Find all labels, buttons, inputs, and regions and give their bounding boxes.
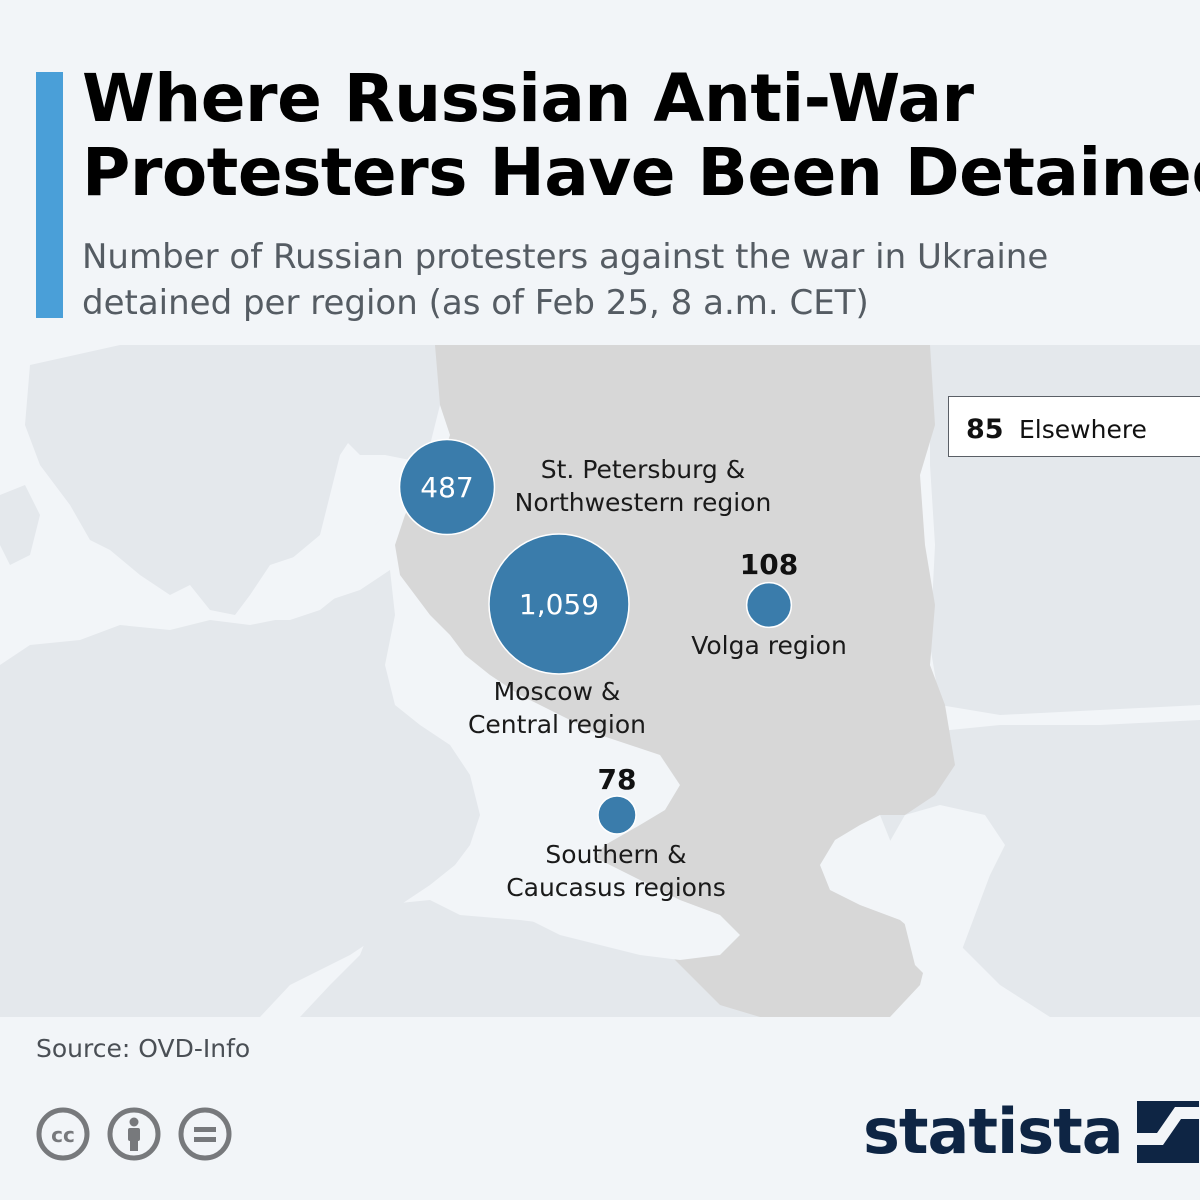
brand-name: statista <box>863 1095 1124 1168</box>
region-value: 108 <box>740 548 798 581</box>
russia-region <box>395 345 955 1017</box>
region-label: St. Petersburg & <box>541 455 745 484</box>
license-icons: cc <box>36 1107 232 1161</box>
region-value: 78 <box>598 763 637 796</box>
elsewhere-value: 85 <box>966 414 1004 445</box>
caspian-sea <box>885 805 1005 985</box>
attribution-icon <box>107 1107 161 1161</box>
elsewhere-label: Elsewhere <box>1019 415 1147 444</box>
subtitle-line-1: Number of Russian protesters against the… <box>82 237 1049 277</box>
source-note: Source: OVD-Info <box>36 1034 251 1063</box>
no-derivatives-icon <box>178 1107 232 1161</box>
black-sea <box>510 850 740 960</box>
cc-icon: cc <box>36 1107 90 1161</box>
region-bubbles: 487 St. Petersburg & Northwestern region 1,… <box>398 438 847 902</box>
baltic-sea <box>255 465 400 620</box>
chart-subtitle: Number of Russian protesters against the… <box>82 234 1048 326</box>
region-value: 487 <box>420 471 473 504</box>
region-label: Central region <box>468 710 646 739</box>
chart-title: Where Russian Anti-War Protesters Have B… <box>82 62 1200 210</box>
statista-mark-icon <box>1136 1100 1199 1163</box>
title-line-1: Where Russian Anti-War <box>82 60 974 137</box>
region-bubble <box>398 438 496 536</box>
title-line-2: Protesters Have Been Detained <box>82 134 1200 211</box>
accent-bar <box>36 72 63 318</box>
statista-logo[interactable]: statista <box>863 1095 1199 1168</box>
region-bubble <box>488 533 630 675</box>
svg-text:cc: cc <box>51 1123 75 1147</box>
region-bubble <box>745 581 793 629</box>
region-value: 1,059 <box>519 588 599 621</box>
region-label: Caucasus regions <box>506 873 726 902</box>
region-bubble <box>597 795 637 835</box>
region-label: Volga region <box>691 631 847 660</box>
subtitle-line-2: detained per region (as of Feb 25, 8 a.m… <box>82 283 869 323</box>
region-label: Moscow & <box>494 677 621 706</box>
elsewhere-box: 85 Elsewhere <box>948 396 1200 457</box>
region-label: Southern & <box>545 840 686 869</box>
europe-map: 85 Elsewhere 487 St. Petersburg & Northwes… <box>0 345 1200 1017</box>
region-label: Northwestern region <box>515 488 772 517</box>
